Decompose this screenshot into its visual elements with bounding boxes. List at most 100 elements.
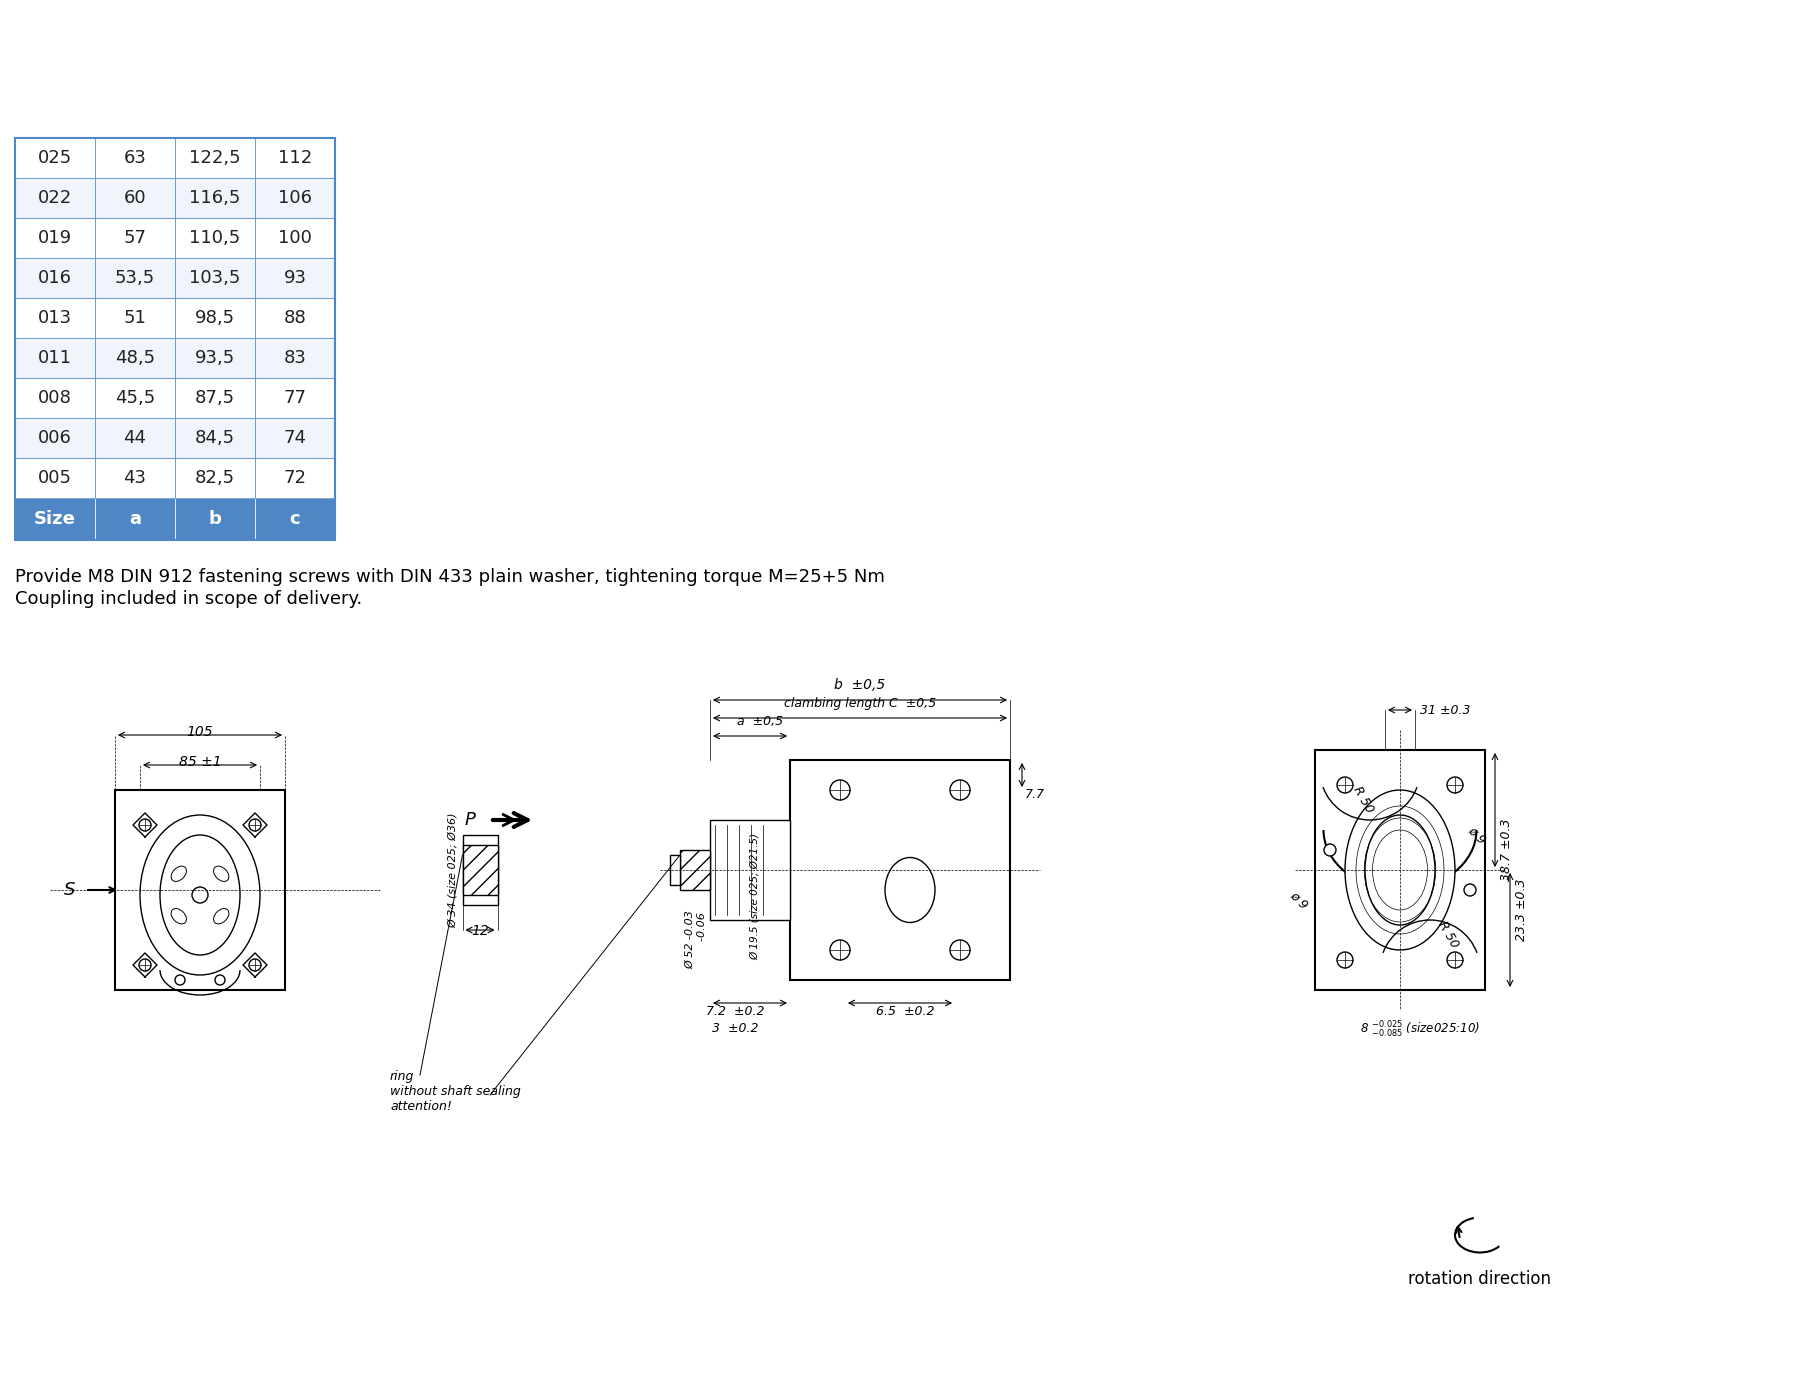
Bar [255, 418, 336, 457]
Bar [174, 418, 255, 457]
Text: 48,5: 48,5 [115, 349, 154, 367]
Text: 110,5: 110,5 [189, 229, 241, 247]
Bar [255, 259, 336, 297]
Bar [14, 138, 336, 539]
Bar [95, 338, 174, 378]
Bar [681, 851, 709, 890]
Text: 7.7: 7.7 [1026, 788, 1045, 802]
Text: P: P [465, 810, 476, 828]
Ellipse shape [885, 858, 936, 923]
Text: Coupling included in scope of delivery.: Coupling included in scope of delivery. [14, 589, 363, 607]
Text: 122,5: 122,5 [189, 149, 241, 167]
Text: 98,5: 98,5 [196, 309, 235, 327]
Bar [255, 378, 336, 418]
Text: 60: 60 [124, 189, 145, 207]
Text: 53,5: 53,5 [115, 270, 154, 286]
Text: ø 9: ø 9 [1466, 823, 1489, 847]
Bar [1315, 751, 1485, 990]
Text: 57: 57 [124, 229, 147, 247]
Text: without shaft sealing: without shaft sealing [390, 1086, 521, 1098]
Text: Ø 52 -0.03
        -0.06: Ø 52 -0.03 -0.06 [684, 910, 706, 969]
Text: 88: 88 [284, 309, 307, 327]
Bar [255, 178, 336, 218]
Text: 019: 019 [38, 229, 72, 247]
Bar [14, 259, 95, 297]
Bar [174, 297, 255, 338]
Text: b  ±0,5: b ±0,5 [835, 678, 885, 692]
Text: ø 9: ø 9 [1288, 888, 1309, 912]
Text: 84,5: 84,5 [196, 430, 235, 448]
Circle shape [250, 819, 260, 831]
Bar [255, 218, 336, 259]
Text: 016: 016 [38, 270, 72, 286]
Bar [14, 378, 95, 418]
Bar [174, 138, 255, 178]
Text: 6.5  ±0.2: 6.5 ±0.2 [876, 1005, 934, 1017]
Text: 112: 112 [278, 149, 313, 167]
Bar [95, 259, 174, 297]
Text: ring: ring [390, 1070, 415, 1083]
Text: 3  ±0.2: 3 ±0.2 [711, 1022, 758, 1036]
Text: S: S [65, 881, 75, 899]
Bar [95, 218, 174, 259]
Text: rotation direction: rotation direction [1408, 1270, 1552, 1289]
Text: 106: 106 [278, 189, 313, 207]
Bar [255, 297, 336, 338]
Bar [14, 418, 95, 457]
Text: 103,5: 103,5 [189, 270, 241, 286]
Bar [670, 855, 681, 885]
Circle shape [1448, 777, 1464, 794]
Bar [14, 498, 95, 539]
Text: Size: Size [34, 510, 75, 528]
Text: clambing length C  ±0,5: clambing length C ±0,5 [783, 696, 936, 710]
Text: a  ±0,5: a ±0,5 [736, 714, 783, 728]
Ellipse shape [171, 866, 187, 881]
Bar [14, 338, 95, 378]
Bar [790, 760, 1009, 980]
Text: 100: 100 [278, 229, 313, 247]
Text: 8 $^{-0.025}_{-0.085}$ (size025:10): 8 $^{-0.025}_{-0.085}$ (size025:10) [1360, 1020, 1480, 1040]
Ellipse shape [214, 909, 228, 924]
Bar [95, 457, 174, 498]
Bar [14, 178, 95, 218]
Circle shape [250, 959, 260, 972]
Text: 82,5: 82,5 [196, 468, 235, 486]
Text: 38.7 ±0.3: 38.7 ±0.3 [1500, 819, 1512, 881]
Text: 011: 011 [38, 349, 72, 367]
Text: c: c [289, 510, 300, 528]
Circle shape [138, 959, 151, 972]
Text: Ø 34 (size 025; Ø36): Ø 34 (size 025; Ø36) [447, 812, 458, 927]
Text: Ø 19.5 (size 025; Ø21.5): Ø 19.5 (size 025; Ø21.5) [751, 833, 760, 960]
Text: b: b [208, 510, 221, 528]
Bar [14, 457, 95, 498]
Circle shape [1448, 952, 1464, 967]
Ellipse shape [1365, 815, 1435, 924]
Text: 006: 006 [38, 430, 72, 448]
Text: 008: 008 [38, 389, 72, 407]
Bar [115, 790, 286, 990]
Bar [95, 418, 174, 457]
Text: 44: 44 [124, 430, 147, 448]
Text: 77: 77 [284, 389, 307, 407]
Bar [463, 835, 497, 905]
Ellipse shape [1345, 790, 1455, 949]
Text: 025: 025 [38, 149, 72, 167]
Bar [463, 845, 497, 895]
Circle shape [950, 780, 970, 801]
Text: R 50: R 50 [1435, 919, 1460, 951]
Text: 85 ±1: 85 ±1 [178, 755, 221, 769]
Text: 005: 005 [38, 468, 72, 486]
Circle shape [1324, 844, 1336, 856]
Text: R 50: R 50 [1351, 784, 1376, 816]
Text: 013: 013 [38, 309, 72, 327]
Text: 23.3 ±0.3: 23.3 ±0.3 [1516, 878, 1528, 941]
Bar [95, 138, 174, 178]
Circle shape [1464, 884, 1476, 897]
Bar [255, 138, 336, 178]
Circle shape [174, 974, 185, 986]
Circle shape [138, 819, 151, 831]
Text: 72: 72 [284, 468, 307, 486]
Text: Provide M8 DIN 912 fastening screws with DIN 433 plain washer, tightening torque: Provide M8 DIN 912 fastening screws with… [14, 569, 885, 587]
Bar [255, 457, 336, 498]
Bar [174, 218, 255, 259]
